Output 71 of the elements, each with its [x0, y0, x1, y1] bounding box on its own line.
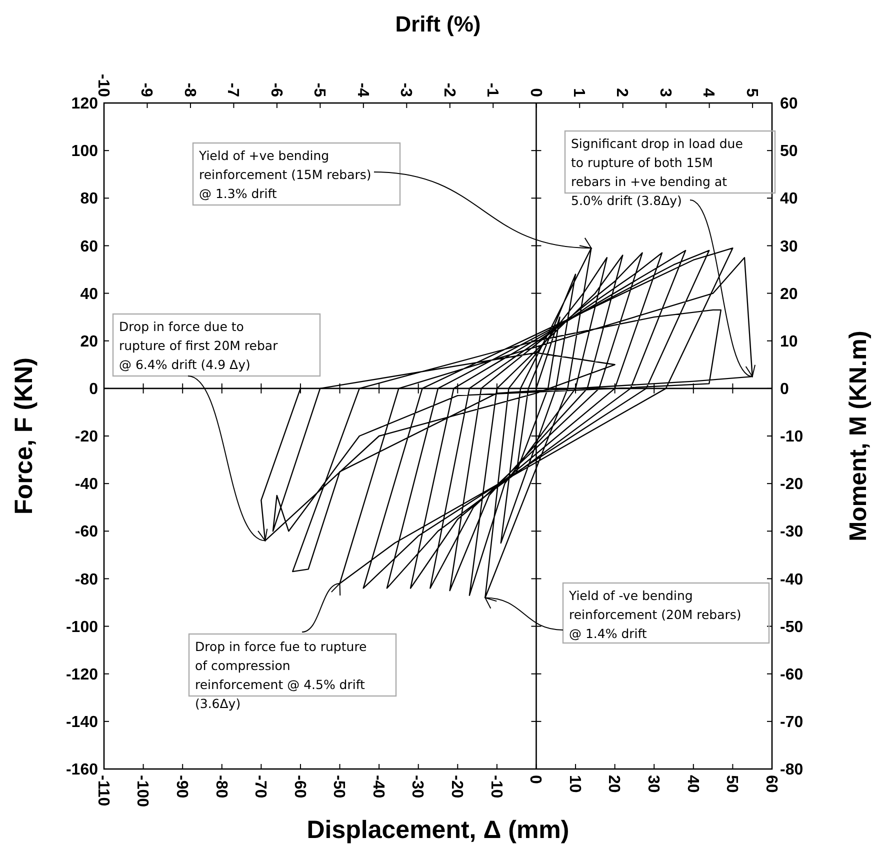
y-tick-label: 20: [80, 333, 98, 350]
y2-tick-label: 50: [780, 143, 798, 160]
x2-axis-title: Drift (%): [395, 12, 481, 37]
annotation: Yield of +ve bending reinforcement (15M rebars) @ 1.3% drift: [198, 148, 372, 201]
x-tick-label: 0: [526, 775, 544, 784]
y2-tick-label: 10: [780, 333, 798, 350]
x2-tick-label: -6: [267, 82, 284, 98]
y2-tick-label: -60: [780, 666, 804, 684]
x-tick-label: 10: [566, 775, 583, 793]
y2-tick-label: -40: [780, 571, 804, 588]
x-tick-label: 50: [723, 775, 740, 793]
x2-tick-label: -2: [440, 82, 458, 98]
y2-tick-label: 0: [780, 381, 789, 398]
x-tick-label: -100: [134, 775, 151, 808]
x-tick-label: -60: [290, 775, 308, 798]
x-tick-label: -50: [330, 775, 348, 798]
y-axis-title: Force, F (KN): [10, 358, 38, 514]
x2-tick-label: -8: [180, 82, 198, 98]
x2-tick-label: -3: [397, 82, 414, 98]
x2-tick-label: 3: [656, 88, 674, 98]
x2-tick-label: 5: [742, 88, 760, 98]
x2-tick-label: -9: [138, 82, 155, 98]
y2-tick-label: -10: [780, 428, 804, 446]
annotation: Drop in force due to rupture of first 20M rebar @ 6.4% drift (4.9 Δy): [119, 319, 279, 372]
y-tick-label: -20: [74, 428, 98, 446]
x-tick-label: -80: [212, 775, 230, 798]
x-tick-label: 60: [762, 775, 780, 793]
y-tick-label: 40: [80, 286, 98, 303]
y-tick-label: -140: [66, 714, 98, 732]
annotation: Significant drop in load due to rupture of both 15M rebars in +ve bending at 5.0% drift (3.8Δy): [571, 136, 744, 208]
y-tick-label: -80: [74, 571, 98, 588]
x2-tick-label: 4: [700, 88, 717, 98]
y-tick-label: 80: [80, 190, 98, 208]
y2-tick-label: 60: [780, 96, 798, 113]
y-tick-label: 100: [71, 143, 98, 160]
annotation: Yield of -ve bending reinforcement (20M rebars) @ 1.4% drift: [568, 588, 742, 641]
y2-tick-label: -80: [780, 762, 804, 779]
y2-tick-label: 20: [780, 286, 798, 303]
x-axis-title: Displacement, Δ (mm): [306, 816, 570, 844]
x2-tick-label: -5: [310, 82, 328, 98]
y-tick-label: 60: [80, 238, 98, 256]
x-tick-label: -70: [252, 775, 269, 798]
x-tick-label: 40: [684, 775, 701, 793]
y2-tick-label: -20: [780, 476, 804, 494]
x2-tick-label: -4: [354, 82, 371, 98]
x2-tick-label: -10: [94, 74, 112, 98]
x2-tick-label: -7: [224, 82, 242, 98]
x2-tick-label: 0: [526, 88, 544, 98]
y2-axis-title: Moment, M (KN.m): [845, 330, 872, 542]
x-tick-label: -40: [369, 775, 386, 798]
x-tick-label: -10: [487, 775, 504, 798]
y2-tick-label: -50: [780, 618, 804, 636]
x-tick-label: 20: [605, 775, 622, 793]
y-tick-label: 0: [89, 381, 98, 398]
y2-tick-label: 40: [780, 190, 798, 208]
y-tick-label: -100: [66, 618, 98, 636]
y2-tick-label: 30: [780, 238, 798, 256]
y-tick-label: 120: [71, 96, 98, 113]
x2-tick-label: -1: [484, 82, 501, 98]
x-tick-label: -30: [408, 775, 426, 798]
annotation: Drop in force fue to rupture of compression reinforcement @ 4.5% drift (3.6Δy): [195, 639, 368, 711]
x2-tick-label: 1: [570, 88, 587, 98]
y-tick-label: -120: [66, 666, 98, 684]
y2-tick-label: -30: [780, 524, 804, 541]
y-tick-label: -40: [74, 476, 98, 494]
x2-tick-label: 2: [613, 88, 630, 98]
y2-tick-label: -70: [780, 714, 804, 732]
x-tick-label: -20: [448, 775, 466, 798]
y-tick-label: -60: [74, 524, 98, 541]
x-tick-label: -90: [172, 775, 190, 798]
x-tick-label: 30: [644, 775, 662, 793]
